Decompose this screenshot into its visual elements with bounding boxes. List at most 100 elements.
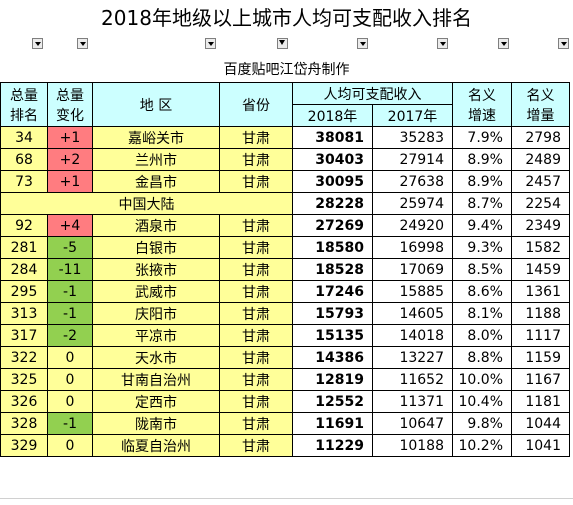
cell-growth[interactable]: 8.5% <box>452 258 512 281</box>
cell-city[interactable]: 兰州市 <box>92 148 220 171</box>
cell-change[interactable]: -1 <box>47 412 93 435</box>
cell-rank[interactable]: 313 <box>0 302 48 325</box>
cell-province[interactable]: 甘肃 <box>219 412 293 435</box>
filter-region-chevron-down-icon[interactable] <box>205 38 216 49</box>
cell-growth[interactable]: 9.3% <box>452 236 512 259</box>
cell-rank[interactable]: 34 <box>0 126 48 149</box>
cell-increase[interactable]: 1167 <box>511 368 570 391</box>
cell-income-2017[interactable]: 35283 <box>372 126 453 149</box>
cell-income-2018[interactable]: 27269 <box>292 214 373 237</box>
cell-province[interactable]: 甘肃 <box>219 368 293 391</box>
cell-income-2017[interactable]: 27914 <box>372 148 453 171</box>
cell-change[interactable]: -5 <box>47 236 93 259</box>
cell-change[interactable]: -1 <box>47 280 93 303</box>
cell-income-2018[interactable]: 38081 <box>292 126 373 149</box>
header-province[interactable]: 省份 <box>219 82 293 127</box>
cell-city[interactable]: 嘉峪关市 <box>92 126 220 149</box>
header-growth[interactable]: 名义 增速 <box>452 82 512 127</box>
cell-change[interactable]: 0 <box>47 368 93 391</box>
cell-city[interactable]: 酒泉市 <box>92 214 220 237</box>
cell-province[interactable]: 甘肃 <box>219 148 293 171</box>
cell-increase[interactable]: 1041 <box>511 434 570 457</box>
cell-rank[interactable]: 328 <box>0 412 48 435</box>
header-year-2018[interactable]: 2018年 <box>292 104 373 127</box>
cell-province[interactable]: 甘肃 <box>219 390 293 413</box>
cell-increase[interactable]: 1181 <box>511 390 570 413</box>
cell-city[interactable]: 庆阳市 <box>92 302 220 325</box>
cell-income-2017[interactable]: 13227 <box>372 346 453 369</box>
header-income[interactable]: 人均可支配收入 <box>292 82 453 105</box>
cell-city[interactable]: 武威市 <box>92 280 220 303</box>
cell-increase[interactable]: 2489 <box>511 148 570 171</box>
cell-rank[interactable]: 68 <box>0 148 48 171</box>
cell-rank[interactable]: 329 <box>0 434 48 457</box>
cell-province[interactable]: 甘肃 <box>219 346 293 369</box>
cell-province[interactable]: 甘肃 <box>219 280 293 303</box>
cell-province[interactable]: 甘肃 <box>219 324 293 347</box>
cell-province[interactable]: 甘肃 <box>219 170 293 193</box>
cell-income-2018[interactable]: 30403 <box>292 148 373 171</box>
header-change[interactable]: 总量 变化 <box>47 82 93 127</box>
cell-city[interactable]: 白银市 <box>92 236 220 259</box>
cell-national-label[interactable]: 中国大陆 <box>0 192 293 215</box>
cell-growth[interactable]: 9.8% <box>452 412 512 435</box>
cell-increase[interactable]: 1459 <box>511 258 570 281</box>
cell-change[interactable]: -2 <box>47 324 93 347</box>
cell-increase[interactable]: 1159 <box>511 346 570 369</box>
cell-income-2017[interactable]: 10647 <box>372 412 453 435</box>
cell-growth[interactable]: 10.0% <box>452 368 512 391</box>
cell-income-2018[interactable]: 17246 <box>292 280 373 303</box>
cell-province[interactable]: 甘肃 <box>219 214 293 237</box>
cell-income-2018[interactable]: 15793 <box>292 302 373 325</box>
header-increase[interactable]: 名义 增量 <box>511 82 570 127</box>
cell-income-2018[interactable]: 18528 <box>292 258 373 281</box>
cell-income-2018[interactable]: 12819 <box>292 368 373 391</box>
cell-national-increase[interactable]: 2254 <box>511 192 570 215</box>
filter-change-chevron-down-icon[interactable] <box>77 38 88 49</box>
cell-income-2017[interactable]: 17069 <box>372 258 453 281</box>
cell-growth[interactable]: 7.9% <box>452 126 512 149</box>
cell-income-2018[interactable]: 30095 <box>292 170 373 193</box>
cell-growth[interactable]: 8.1% <box>452 302 512 325</box>
cell-rank[interactable]: 317 <box>0 324 48 347</box>
cell-growth[interactable]: 8.8% <box>452 346 512 369</box>
cell-increase[interactable]: 1044 <box>511 412 570 435</box>
cell-change[interactable]: +1 <box>47 170 93 193</box>
cell-city[interactable]: 张掖市 <box>92 258 220 281</box>
filter-province-funnel-icon[interactable] <box>277 38 288 49</box>
cell-rank[interactable]: 322 <box>0 346 48 369</box>
cell-increase[interactable]: 1582 <box>511 236 570 259</box>
cell-national-growth[interactable]: 8.7% <box>452 192 512 215</box>
cell-income-2017[interactable]: 14018 <box>372 324 453 347</box>
cell-province[interactable]: 甘肃 <box>219 258 293 281</box>
cell-change[interactable]: +2 <box>47 148 93 171</box>
cell-income-2017[interactable]: 14605 <box>372 302 453 325</box>
cell-increase[interactable]: 1117 <box>511 324 570 347</box>
cell-change[interactable]: -1 <box>47 302 93 325</box>
cell-growth[interactable]: 8.9% <box>452 148 512 171</box>
cell-increase[interactable]: 1188 <box>511 302 570 325</box>
cell-income-2017[interactable]: 24920 <box>372 214 453 237</box>
cell-income-2017[interactable]: 27638 <box>372 170 453 193</box>
cell-income-2018[interactable]: 18580 <box>292 236 373 259</box>
cell-city[interactable]: 甘南自治州 <box>92 368 220 391</box>
cell-rank[interactable]: 281 <box>0 236 48 259</box>
cell-city[interactable]: 天水市 <box>92 346 220 369</box>
cell-province[interactable]: 甘肃 <box>219 126 293 149</box>
cell-national-2017[interactable]: 25974 <box>372 192 453 215</box>
cell-rank[interactable]: 284 <box>0 258 48 281</box>
cell-change[interactable]: 0 <box>47 390 93 413</box>
filter-rank-chevron-down-icon[interactable] <box>32 38 43 49</box>
cell-income-2018[interactable]: 11229 <box>292 434 373 457</box>
cell-city[interactable]: 平凉市 <box>92 324 220 347</box>
cell-rank[interactable]: 325 <box>0 368 48 391</box>
cell-change[interactable]: -11 <box>47 258 93 281</box>
cell-growth[interactable]: 8.0% <box>452 324 512 347</box>
cell-income-2017[interactable]: 11652 <box>372 368 453 391</box>
cell-province[interactable]: 甘肃 <box>219 434 293 457</box>
cell-national-2018[interactable]: 28228 <box>292 192 373 215</box>
cell-rank[interactable]: 92 <box>0 214 48 237</box>
cell-change[interactable]: +4 <box>47 214 93 237</box>
cell-growth[interactable]: 8.6% <box>452 280 512 303</box>
cell-province[interactable]: 甘肃 <box>219 302 293 325</box>
